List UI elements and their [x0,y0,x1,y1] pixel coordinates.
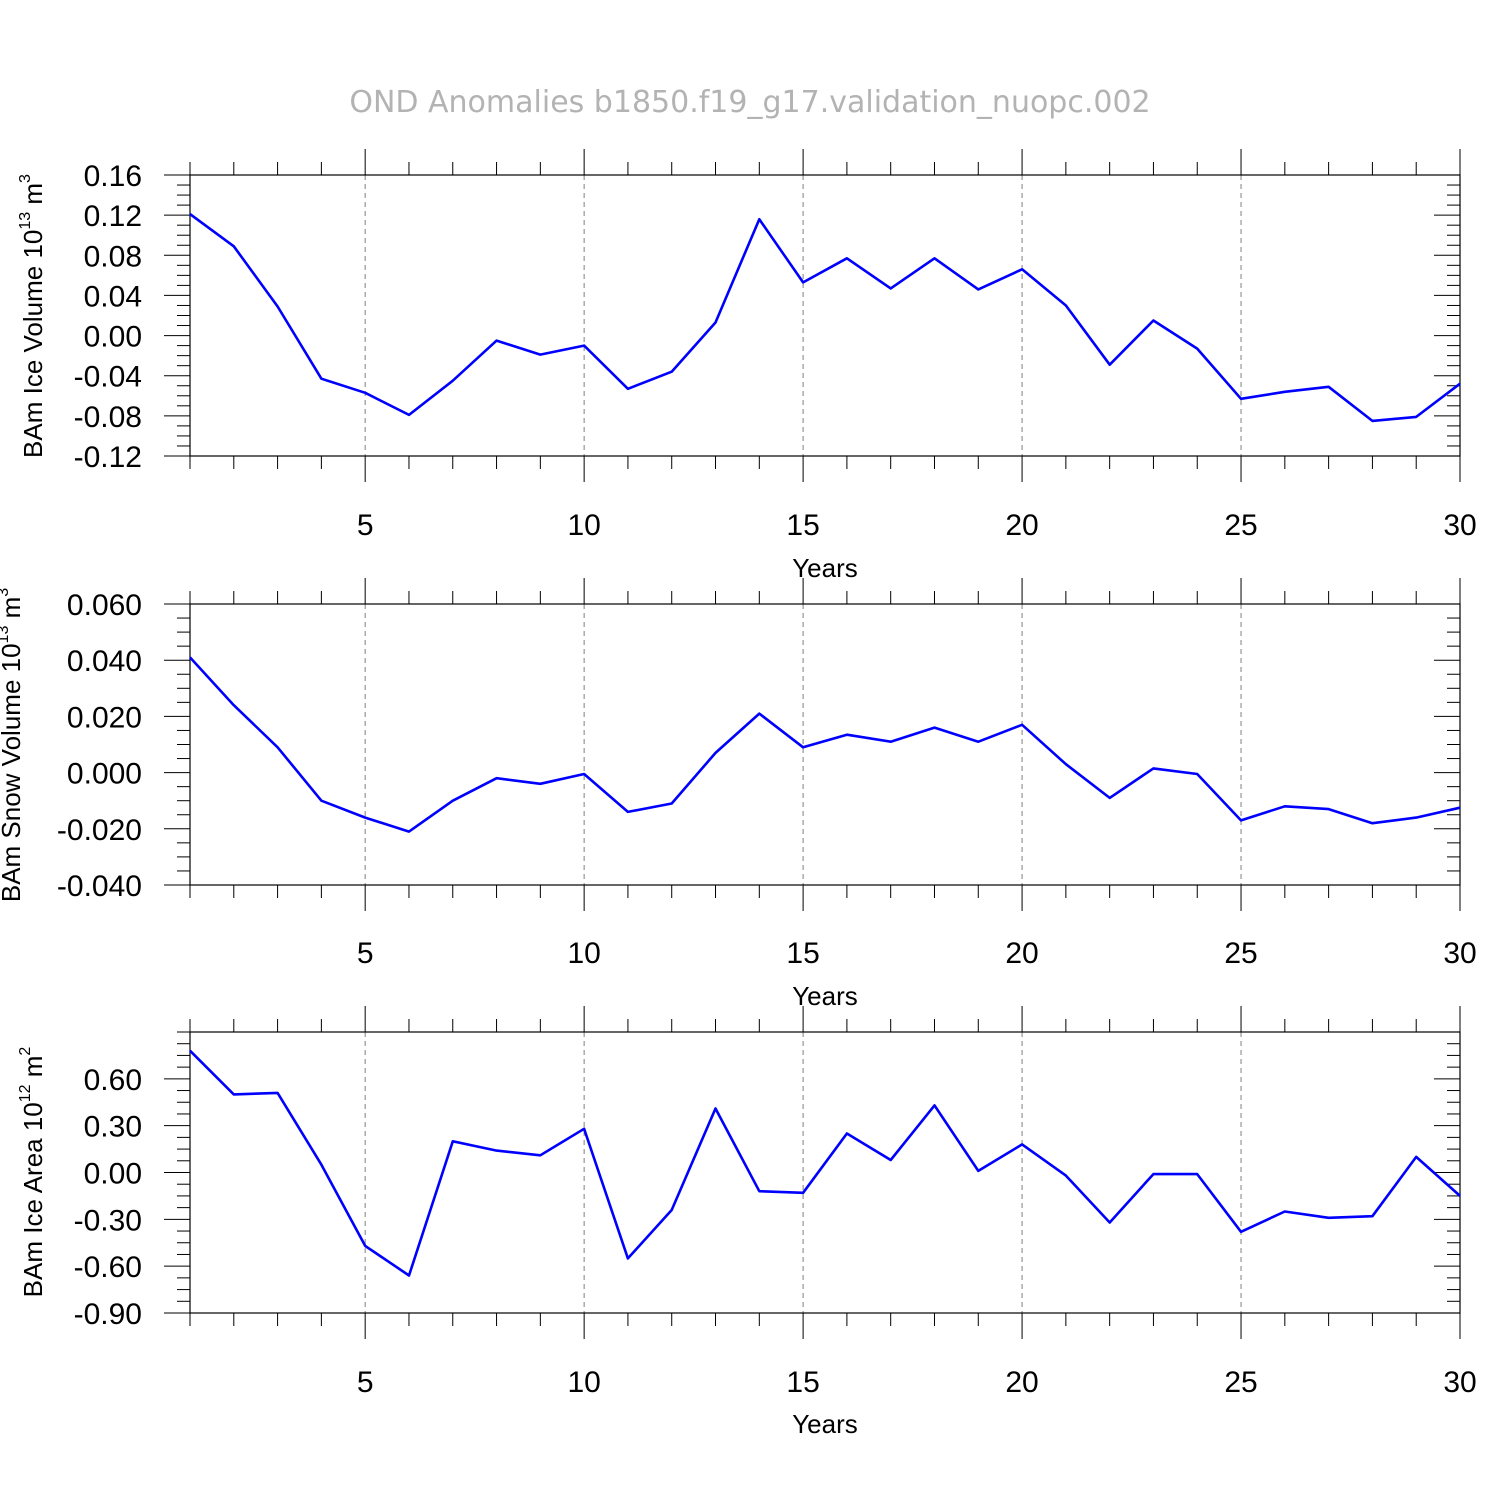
y-axis-label-text: m [18,1056,48,1085]
x-tick-label: 30 [1443,509,1476,542]
y-axis-label-text: m [18,183,48,212]
y-tick-label: -0.12 [74,441,142,474]
y-tick-label: 0.040 [67,645,142,678]
y-tick-label: 0.04 [84,280,142,313]
x-tick-label: 30 [1443,1366,1476,1399]
y-axis-label-superscript: 13 [17,212,34,230]
plot-frame [189,603,1461,886]
y-tick-label: -0.04 [74,361,142,394]
x-tick-label: 30 [1443,937,1476,970]
y-tick-label: -0.040 [57,870,142,903]
y-axis-label: BAm Ice Area 1012 m2 [17,1047,48,1298]
y-axis-label-text: BAm Ice Volume 10 [18,230,48,458]
y-axis-label-text: m [0,597,26,626]
x-tick-label: 25 [1224,1366,1257,1399]
y-tick-label: -0.08 [74,401,142,434]
plot-frame [189,1031,1461,1314]
x-tick-label: 10 [567,509,600,542]
plot-frame [189,174,1461,457]
panel-3: 0.60 0.30 0.00 -0.30 -0.60 -0.90 5 10 15 20 25 30 Ye… [17,1006,1477,1439]
x-tick-label: 25 [1224,937,1257,970]
y-tick-label: 0.00 [84,321,142,354]
series-line [189,213,1461,423]
y-tick-label: 0.60 [84,1064,142,1097]
x-tick-label: 15 [786,509,819,542]
x-axis-label: Years [792,553,858,583]
x-tick-label: 15 [786,1366,819,1399]
x-axis-label: Years [792,981,858,1011]
y-axis-label: BAm Ice Volume 1013 m3 [17,174,48,458]
x-axis-label: Years [792,1409,858,1439]
y-tick-label: 0.12 [84,200,142,233]
y-axis-label-superscript: 3 [17,174,34,183]
y-axis-label-text: BAm Snow Volume 10 [0,643,26,902]
y-tick-label: 0.08 [84,240,142,273]
chart-title: OND Anomalies b1850.f19_g17.validation_n… [349,85,1150,120]
y-tick-label: -0.60 [74,1251,142,1284]
x-tick-label: 15 [786,937,819,970]
panel-1: 0.16 0.12 0.08 0.04 0.00 -0.04 -0.08 -0.12 5 10 15… [17,149,1477,583]
y-tick-label: -0.30 [74,1204,142,1237]
y-axis-label-superscript: 12 [17,1084,34,1102]
y-tick-label: 0.020 [67,701,142,734]
x-tick-label: 5 [357,1366,374,1399]
y-tick-label: 0.16 [84,160,142,193]
y-tick-label: 0.00 [84,1158,142,1191]
y-tick-label: -0.90 [74,1298,142,1331]
x-tick-label: 10 [567,1366,600,1399]
y-axis-label-superscript: 3 [0,588,12,597]
series-line [189,1049,1461,1277]
x-tick-label: 25 [1224,509,1257,542]
x-tick-label: 20 [1005,1366,1038,1399]
y-tick-label: -0.020 [57,814,142,847]
y-axis-label-superscript: 2 [17,1047,34,1056]
y-tick-label: 0.30 [84,1111,142,1144]
x-tick-label: 5 [357,937,374,970]
y-axis-label-superscript: 13 [0,626,12,644]
x-tick-label: 10 [567,937,600,970]
series-line [189,656,1461,833]
y-tick-label: 0.000 [67,758,142,791]
y-axis-label-text: BAm Ice Area 10 [18,1102,48,1297]
y-axis-label: BAm Snow Volume 1013 m3 [0,588,26,902]
y-tick-label: 0.060 [67,589,142,622]
panels: 0.16 0.12 0.08 0.04 0.00 -0.04 -0.08 -0.12 5 10 15… [0,149,1477,1439]
panel-2: 0.060 0.040 0.020 0.000 -0.020 -0.040 5 10 15 20 2… [0,578,1477,1011]
x-tick-label: 20 [1005,937,1038,970]
x-tick-label: 20 [1005,509,1038,542]
x-tick-label: 5 [357,509,374,542]
